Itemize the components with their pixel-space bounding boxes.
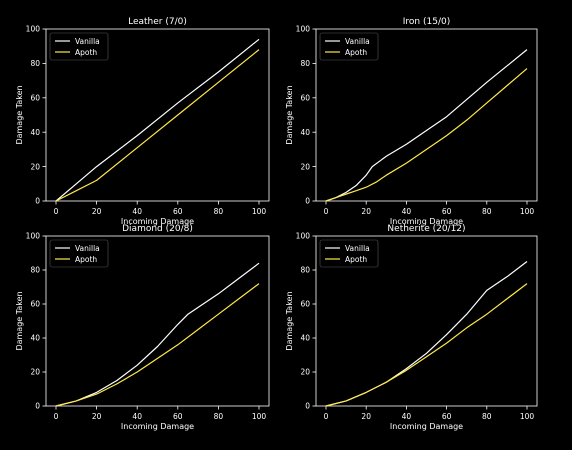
y-tick-label: 60	[30, 94, 40, 103]
legend-box	[319, 32, 379, 61]
y-tick-label: 100	[26, 25, 41, 34]
x-tick-label: 60	[442, 207, 452, 216]
subplot-2: 0 20 40 60 80 100 0 20 40 60 80 100 Iron (15/0) Incom…	[285, 17, 538, 226]
y-tick-label: 60	[300, 300, 310, 309]
legend-box	[49, 239, 109, 268]
subplot-3: 0 20 40 60 80 100 0 20 40 60 80 100 Diamond (20/8) In…	[15, 224, 270, 431]
series-line-apoth	[325, 283, 528, 407]
subplot-4: 0 20 40 60 80 100 0 20 40 60 80 100 Netherite (20/12…	[285, 224, 538, 431]
x-tick-label: 80	[482, 412, 492, 421]
plot-frame	[315, 235, 538, 407]
y-tick-label: 40	[30, 334, 40, 343]
series-line-vanilla	[55, 262, 260, 407]
x-tick-label: 20	[361, 207, 371, 216]
x-tick-label: 20	[92, 207, 102, 216]
y-tick-label: 80	[300, 266, 310, 275]
y-tick-label: 40	[30, 128, 40, 137]
y-tick-label: 80	[30, 59, 40, 68]
x-tick-label: 100	[520, 207, 535, 216]
y-tick-label: 0	[35, 197, 40, 206]
y-tick-label: 40	[300, 334, 310, 343]
y-axis-label: Damage Taken	[15, 291, 24, 350]
legend-label: Apoth	[345, 255, 367, 264]
x-tick-label: 60	[173, 207, 183, 216]
x-tick-label: 80	[214, 412, 224, 421]
x-tick-label: 0	[324, 412, 329, 421]
series-line-apoth	[325, 68, 528, 202]
x-tick-label: 0	[324, 207, 329, 216]
y-tick-label: 80	[300, 59, 310, 68]
legend-label: Vanilla	[345, 37, 370, 46]
x-tick-label: 100	[520, 412, 535, 421]
chart-title: Diamond (20/8)	[122, 224, 193, 234]
y-tick-label: 60	[300, 94, 310, 103]
y-tick-label: 0	[305, 402, 310, 411]
x-axis-label: Incoming Damage	[390, 422, 463, 431]
legend-label: Apoth	[75, 48, 97, 57]
legend: Vanilla Apoth	[319, 239, 379, 268]
legend-label: Vanilla	[345, 244, 370, 253]
y-tick-label: 20	[300, 368, 310, 377]
x-tick-label: 100	[252, 207, 267, 216]
legend-label: Vanilla	[75, 37, 100, 46]
y-tick-label: 80	[30, 266, 40, 275]
x-tick-label: 20	[92, 412, 102, 421]
legend: Vanilla Apoth	[319, 32, 379, 61]
series-line-vanilla	[55, 38, 260, 202]
plot-frame	[315, 28, 538, 202]
x-axis-label: Incoming Damage	[121, 217, 194, 226]
x-tick-label: 0	[54, 207, 59, 216]
y-tick-label: 100	[296, 25, 311, 34]
legend: Vanilla Apoth	[49, 32, 109, 61]
x-axis-label: Incoming Damage	[121, 422, 194, 431]
x-tick-label: 40	[132, 412, 142, 421]
series-line-apoth	[55, 49, 260, 202]
x-tick-label: 40	[402, 412, 412, 421]
x-tick-label: 100	[252, 412, 267, 421]
legend: Vanilla Apoth	[49, 239, 109, 268]
y-axis-label: Damage Taken	[285, 85, 294, 144]
series-line-vanilla	[325, 49, 528, 202]
legend-label: Apoth	[345, 48, 367, 57]
x-axis-label: Incoming Damage	[390, 217, 463, 226]
x-tick-label: 40	[402, 207, 412, 216]
x-tick-label: 0	[54, 412, 59, 421]
x-tick-label: 80	[214, 207, 224, 216]
x-tick-label: 40	[132, 207, 142, 216]
x-tick-label: 60	[442, 412, 452, 421]
y-tick-label: 0	[305, 197, 310, 206]
chart-title: Leather (7/0)	[128, 17, 187, 27]
y-tick-label: 100	[296, 232, 311, 241]
subplot-1: 0 20 40 60 80 100 0 20 40 60 80 100 Leather (7/0) Inc…	[15, 17, 270, 226]
legend-box	[319, 239, 379, 268]
chart-title: Netherite (20/12)	[387, 224, 465, 234]
y-tick-label: 60	[30, 300, 40, 309]
legend-label: Apoth	[75, 255, 97, 264]
x-tick-label: 20	[361, 412, 371, 421]
legend-box	[49, 32, 109, 61]
y-tick-label: 40	[300, 128, 310, 137]
y-tick-label: 20	[30, 162, 40, 171]
y-axis-label: Damage Taken	[15, 85, 24, 144]
legend-label: Vanilla	[75, 244, 100, 253]
y-axis-label: Damage Taken	[285, 291, 294, 350]
y-tick-label: 20	[30, 368, 40, 377]
chart-title: Iron (15/0)	[403, 17, 450, 27]
plot-frame	[45, 235, 270, 407]
y-tick-label: 20	[300, 162, 310, 171]
y-tick-label: 0	[35, 402, 40, 411]
plot-frame	[45, 28, 270, 202]
y-tick-label: 100	[26, 232, 41, 241]
series-line-apoth	[55, 283, 260, 407]
x-tick-label: 60	[173, 412, 183, 421]
x-tick-label: 80	[482, 207, 492, 216]
